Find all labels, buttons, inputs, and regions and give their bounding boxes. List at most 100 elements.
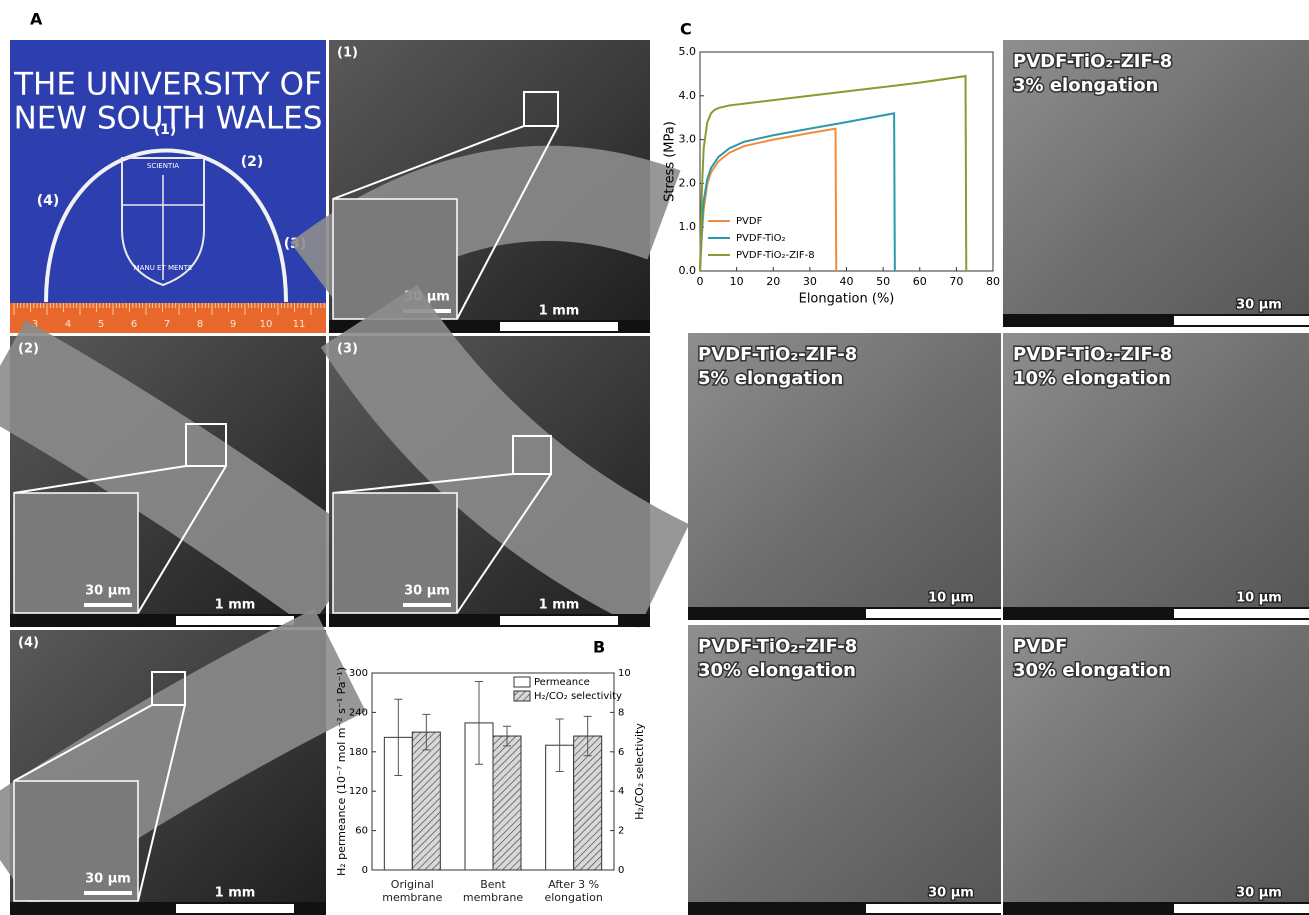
y-tick-label: 0.0	[679, 264, 697, 277]
scale-label: 1 mm	[539, 304, 580, 319]
sem-subtitle: 10% elongation	[1013, 368, 1171, 389]
y2-axis-label: H₂/CO₂ selectivity	[633, 723, 646, 820]
figure: A B C THE UNIVERSITY OF NEW SOUTH WALES …	[0, 0, 1309, 915]
y2-tick-label: 6	[618, 747, 624, 758]
ruler-number: 6	[131, 319, 137, 330]
inset-scale-bar	[403, 603, 451, 607]
y2-tick-label: 2	[618, 826, 624, 837]
sem-subtitle: 3% elongation	[1013, 75, 1158, 96]
x-axis-label: Elongation (%)	[799, 292, 895, 307]
sem-label: (2)	[18, 342, 39, 357]
panel-label: A	[30, 10, 43, 29]
bar	[493, 736, 521, 870]
sem-image: 30 µm 1 mm (2)	[0, 336, 340, 627]
ruler-number: 9	[230, 319, 236, 330]
sem-image: 30 µm 1 mm (4)	[0, 630, 340, 915]
y-tick-label: 300	[349, 668, 368, 679]
ruler-number: 4	[65, 319, 71, 330]
y-tick-label: 60	[355, 826, 368, 837]
crest-text: MANU ET MENTE	[134, 264, 193, 272]
legend-label: H₂/CO₂ selectivity	[534, 691, 622, 702]
sem-image: 10 µmPVDF-TiO₂-ZIF-85% elongation	[688, 333, 1001, 620]
inset-scale: 30 µm	[85, 872, 131, 887]
figure-canvas: A B C THE UNIVERSITY OF NEW SOUTH WALES …	[0, 0, 1309, 915]
marker: (1)	[154, 122, 177, 138]
x-tick-label: 40	[840, 275, 854, 288]
y-tick-label: 180	[349, 747, 368, 758]
panel-label: B	[593, 638, 605, 657]
line	[700, 113, 895, 271]
inset-scale: 30 µm	[404, 584, 450, 599]
y-tick-label: 240	[349, 707, 368, 718]
x-tick-label: After 3 % elongation	[534, 878, 614, 904]
ruler-number: 7	[164, 319, 170, 330]
legend-swatch	[514, 691, 530, 701]
ruler-number: 5	[98, 319, 104, 330]
sem-title: PVDF-TiO₂-ZIF-8	[1013, 344, 1172, 365]
sem-label: (4)	[18, 636, 39, 651]
sem-title: PVDF-TiO₂-ZIF-8	[698, 636, 857, 657]
scale-label: 30 µm	[1236, 886, 1282, 901]
legend-label: Permeance	[534, 677, 590, 688]
y-axis-label: Stress (MPa)	[663, 121, 678, 202]
ruler-number: 10	[260, 319, 273, 330]
ruler-number: 8	[197, 319, 203, 330]
marker: (2)	[241, 154, 264, 170]
scale-bar	[176, 616, 294, 625]
scale-label: 1 mm	[539, 598, 580, 613]
x-tick-label: 0	[697, 275, 704, 288]
scale-bar	[500, 616, 618, 625]
x-tick-label: 50	[876, 275, 890, 288]
legend-label: PVDF-TiO₂	[736, 233, 785, 244]
marker: (4)	[37, 193, 60, 209]
y-tick-label: 0	[362, 865, 368, 876]
scale-label: 1 mm	[215, 598, 256, 613]
crest-text: SCIENTIA	[147, 162, 179, 170]
scale-label: 30 µm	[1236, 298, 1282, 313]
panel-label: C	[680, 20, 692, 39]
ruler-number: 11	[293, 319, 306, 330]
sem-label: (1)	[337, 46, 358, 61]
scale-bar	[1174, 904, 1309, 913]
x-tick-label: Bent membrane	[453, 878, 533, 904]
y-tick-label: 120	[349, 786, 368, 797]
inset-scale-bar	[84, 891, 132, 895]
y-tick-label: 2.0	[679, 176, 697, 189]
sem-label: (3)	[337, 342, 358, 357]
y2-tick-label: 10	[618, 668, 631, 679]
y-tick-label: 5.0	[679, 45, 697, 58]
x-tick-label: Original membrane	[372, 878, 452, 904]
x-tick-label: 20	[766, 275, 780, 288]
sem-subtitle: 30% elongation	[698, 660, 856, 681]
bar	[412, 732, 440, 870]
sem-image: 30 µm PVDF-TiO₂-ZIF-8 3% elongation	[1003, 40, 1309, 327]
y-axis-label: H₂ permeance (10⁻⁷ mol m⁻² s⁻¹ Pa⁻¹)	[335, 667, 348, 876]
legend-label: PVDF-TiO₂-ZIF-8	[736, 250, 815, 261]
y-tick-label: 4.0	[679, 89, 697, 102]
sem-image: 10 µm PVDF-TiO₂-ZIF-8 10% elongation	[1003, 333, 1309, 620]
scale-bar	[176, 904, 294, 913]
scale-label: 10 µm	[1236, 591, 1282, 606]
scale-label: 1 mm	[215, 886, 256, 901]
sem-title: PVDF-TiO₂-ZIF-8	[698, 344, 857, 365]
sem-subtitle: 5% elongation	[698, 368, 843, 389]
y-tick-label: 3.0	[679, 133, 697, 146]
sem-image: 30 µm 1 mm (3)	[329, 316, 664, 627]
y-tick-label: 1.0	[679, 220, 697, 233]
sem-image: 30 µm1 mm(1)	[319, 40, 664, 333]
legend-label: PVDF	[736, 216, 763, 227]
scale-bar	[866, 609, 1001, 618]
x-tick-label: 70	[949, 275, 963, 288]
inset-scale: 30 µm	[85, 584, 131, 599]
photo: THE UNIVERSITY OF NEW SOUTH WALES SCIENT…	[10, 40, 326, 333]
photo-title: THE UNIVERSITY OF	[13, 67, 322, 103]
scale-bar	[500, 322, 618, 331]
x-tick-label: 30	[803, 275, 817, 288]
inset-scale-bar	[84, 603, 132, 607]
y2-tick-label: 4	[618, 786, 624, 797]
sem-title: PVDF-TiO₂-ZIF-8	[1013, 51, 1172, 72]
scale-bar	[1174, 609, 1309, 618]
scale-bar	[866, 904, 1001, 913]
x-tick-label: 10	[730, 275, 744, 288]
